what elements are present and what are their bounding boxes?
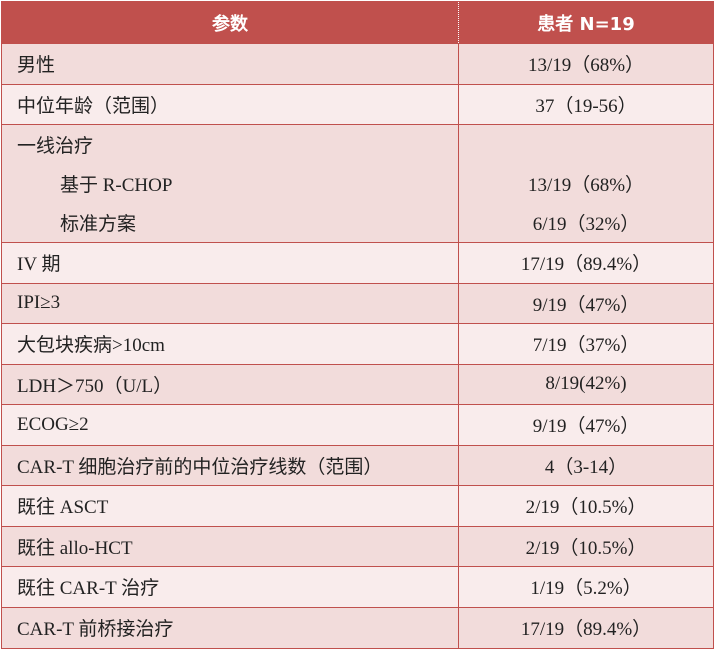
header-row: 参数 患者 N=19 [2,2,713,44]
table-row: ECOG≥2 9/19（47%） [2,405,713,446]
table-row: IPI≥3 9/19（47%） [2,283,713,324]
row-label: 大包块疾病>10cm [17,335,165,357]
row-label: IPI≥3 [17,292,61,314]
table-row: CAR-T 细胞治疗前的中位治疗线数（范围） 4（3-14） [2,445,713,486]
row-value: 13/19（68%） [458,164,713,203]
row-label: 基于 R-CHOP [60,175,173,196]
group-row: 一线治疗基于 R-CHOP 13/19（68%） 标准方案 6/19（32%） [2,125,713,243]
row-label: ECOG≥2 [17,413,89,435]
row-value: 37（19-56） [458,84,713,124]
row-label: 既往 allo-HCT [17,537,133,559]
sub-row: 基于 R-CHOP 13/19（68%） [2,164,713,203]
row-label: 标准方案 [60,214,137,235]
row-label: 既往 CAR-T 治疗 [17,578,160,600]
row-value: 9/19（47%） [458,283,713,323]
row-label: CAR-T 细胞治疗前的中位治疗线数（范围） [17,456,383,478]
row-value: 6/19（32%） [458,203,713,242]
row-value: 17/19（89.4%） [458,243,713,283]
row-label: 男性 [17,55,56,77]
row-label: 既往 ASCT [17,497,109,519]
row-value: 13/19（68%） [458,44,713,84]
table-row: 大包块疾病>10cm 7/19（37%） [2,324,713,365]
header-cell: 参数 [212,13,248,35]
row-value [458,125,713,164]
sub-row: 标准方案 6/19（32%） [2,203,713,242]
row-value: 4（3-14） [458,445,713,485]
row-label: 一线治疗 [17,136,94,157]
row-value: 2/19（10.5%） [458,526,713,566]
table-row: LDH＞750（U/L） 8/19(42%) [2,364,713,405]
row-value: 17/19（89.4%） [458,607,713,648]
row-label: CAR-T 前桥接治疗 [17,619,174,641]
row-label: IV 期 [17,254,61,276]
table-row: 既往 ASCT 2/19（10.5%） [2,486,713,527]
row-value: 8/19(42%) [458,364,713,404]
row-value: 9/19（47%） [458,405,713,445]
row-value: 7/19（37%） [458,324,713,364]
table-row: 既往 allo-HCT 2/19（10.5%） [2,526,713,567]
row-label: 中位年龄（范围） [17,95,170,117]
table-row: 既往 CAR-T 治疗 1/19（5.2%） [2,567,713,608]
row-value: 1/19（5.2%） [458,567,713,607]
table-row: IV 期 17/19（89.4%） [2,243,713,284]
row-value: 2/19（10.5%） [458,486,713,526]
row-label: LDH＞750（U/L） [17,375,173,397]
group-title-row: 一线治疗 [2,125,713,164]
table-row: CAR-T 前桥接治疗 17/19（89.4%） [2,607,713,648]
table-row: 男性 13/19（68%） [2,44,713,85]
header-cell: 患者 N=19 [458,2,713,43]
table-row: 中位年龄（范围） 37（19-56） [2,84,713,125]
